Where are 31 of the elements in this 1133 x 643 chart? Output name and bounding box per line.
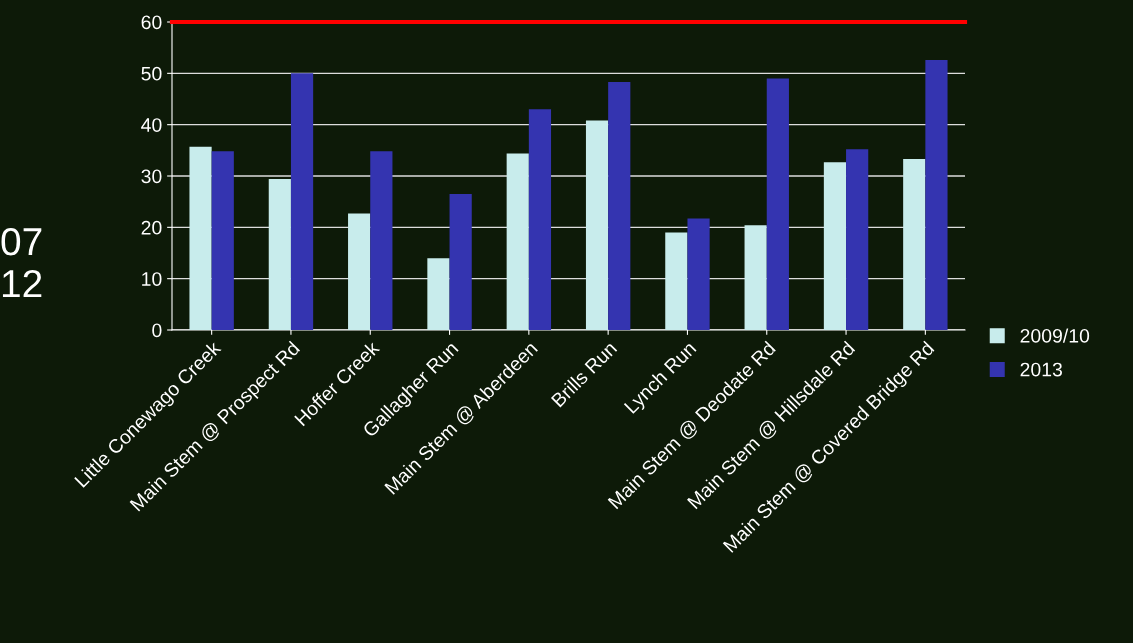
bar [687,218,710,330]
legend-label: 2013 [1020,362,1062,377]
bar [665,232,688,330]
bar [427,258,450,330]
bar [585,120,609,330]
bar [370,151,393,330]
y-tick-label: 60 [141,15,162,30]
legend-label: 2009/10 [1020,328,1090,343]
bar [449,193,472,330]
bar [189,146,212,330]
bar [823,162,847,330]
y-tick-label: 30 [141,169,162,184]
bar [506,153,529,330]
bar [290,73,314,330]
bar [348,213,371,330]
bar [211,151,234,330]
y-tick-label: 10 [142,272,162,286]
y-tick-label: 50 [141,66,162,81]
bar [903,159,926,330]
text: 07 [1,227,42,256]
bar [744,225,767,330]
bar [268,179,291,330]
y-tick-label: 40 [141,118,162,132]
bar [608,82,631,330]
y-tick-label: 20 [141,220,162,235]
y-tick-label: 0 [152,323,162,338]
bar [846,149,869,330]
bar [766,78,789,330]
bar [528,109,552,330]
text: 12 [2,269,42,298]
bar [925,59,948,330]
